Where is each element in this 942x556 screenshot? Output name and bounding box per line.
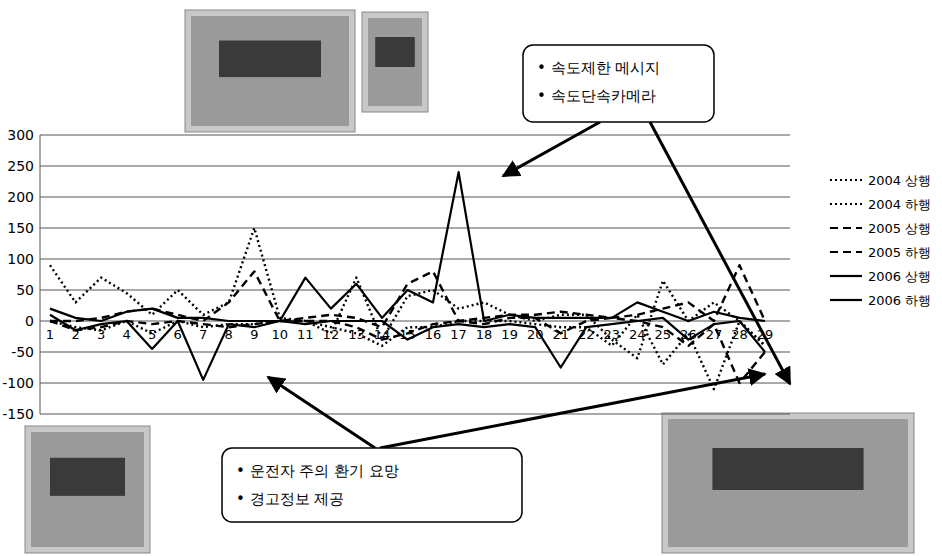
y-tick-label: -150 [2, 406, 34, 422]
photo-detail [50, 458, 125, 496]
grid-line [40, 352, 790, 353]
photo-inner [31, 432, 144, 547]
x-tick-label: 7 [199, 327, 207, 342]
x-tick-label: 11 [297, 327, 314, 342]
photo-vms-trailer [25, 426, 150, 553]
y-tick-label: 0 [25, 313, 34, 329]
x-tick-label: 4 [122, 327, 130, 342]
photo-detail [375, 37, 415, 67]
photo-detail [712, 448, 863, 490]
photo-detail [219, 41, 321, 78]
photo-frame [185, 10, 355, 132]
photo-navigation [662, 413, 914, 553]
legend: 2004 상행 2004 하행 2005 상행 2005 하행 2006 상행 2006 … [830, 173, 931, 308]
photo-inner [368, 18, 422, 106]
annotation-box: • 속도제한 메시지 • 속도단속카메라 [523, 45, 714, 122]
photo-inner [668, 419, 908, 547]
legend-swatch [830, 179, 862, 181]
legend-swatch [830, 203, 862, 205]
x-tick-label: 18 [476, 327, 493, 342]
legend-label: 2004 상행 [868, 173, 931, 188]
y-tick-label: 300 [7, 127, 34, 143]
series-line [50, 318, 765, 383]
legend-swatch [830, 299, 862, 301]
series-line [50, 315, 765, 389]
legend-swatch [830, 227, 862, 229]
grid-line [40, 414, 790, 415]
x-tick-label: 12 [323, 327, 340, 342]
annotation-text: • 경고정보 제공 [236, 490, 344, 508]
annotation-frame [523, 45, 714, 122]
x-tick-label: 5 [148, 327, 156, 342]
photo-sign-gantry [185, 10, 355, 132]
x-tick-label: 1 [46, 327, 54, 342]
x-tick-label: 10 [272, 327, 289, 342]
legend-label: 2006 하행 [868, 293, 931, 308]
y-tick-label: -50 [11, 344, 34, 360]
series-line [50, 315, 765, 380]
legend-label: 2005 하행 [868, 245, 931, 260]
legend-label: 2005 상행 [868, 221, 931, 236]
grid-line [40, 383, 790, 384]
y-tick-label: 250 [7, 158, 34, 174]
series-line [50, 172, 765, 321]
y-tick-label: 150 [7, 220, 34, 236]
x-tick-label: 9 [250, 327, 258, 342]
y-tick-label: 50 [16, 282, 34, 298]
annotation-text: • 운전자 주의 환기 요망 [236, 462, 399, 480]
chart: -150-100-5005010015020025030012345678910… [0, 0, 942, 556]
grid-line [40, 321, 790, 322]
arrow [268, 377, 375, 448]
arrow [503, 122, 600, 176]
legend-label: 2004 하행 [868, 197, 931, 212]
legend-label: 2006 상행 [868, 269, 931, 284]
annotation-text: • 속도제한 메시지 [537, 59, 660, 77]
annotation-frame [222, 448, 522, 522]
legend-swatch [830, 251, 862, 253]
photo-frame [662, 413, 914, 553]
y-axis [40, 135, 41, 414]
legend-swatch [830, 275, 862, 277]
lines [50, 172, 765, 389]
grid-line [40, 135, 790, 136]
annotation-text: • 속도단속카메라 [537, 87, 656, 105]
grid-line [40, 259, 790, 260]
x-tick-label: 17 [450, 327, 467, 342]
grid-line [40, 166, 790, 167]
y-tick-label: 200 [7, 189, 34, 205]
grid-line [40, 197, 790, 198]
photo-frame [25, 426, 150, 553]
y-tick-label: -100 [2, 375, 34, 391]
x-tick-label: 19 [501, 327, 518, 342]
photo-camera [362, 12, 428, 112]
annotation-box: • 운전자 주의 환기 요망 • 경고정보 제공 [222, 448, 522, 522]
x-tick-label: 25 [655, 327, 672, 342]
grid-line [40, 290, 790, 291]
arrow [650, 122, 790, 384]
grid-line [40, 228, 790, 229]
photo-frame [362, 12, 428, 112]
y-tick-label: 100 [7, 251, 34, 267]
arrow [380, 374, 765, 448]
photo-inner [191, 16, 349, 126]
